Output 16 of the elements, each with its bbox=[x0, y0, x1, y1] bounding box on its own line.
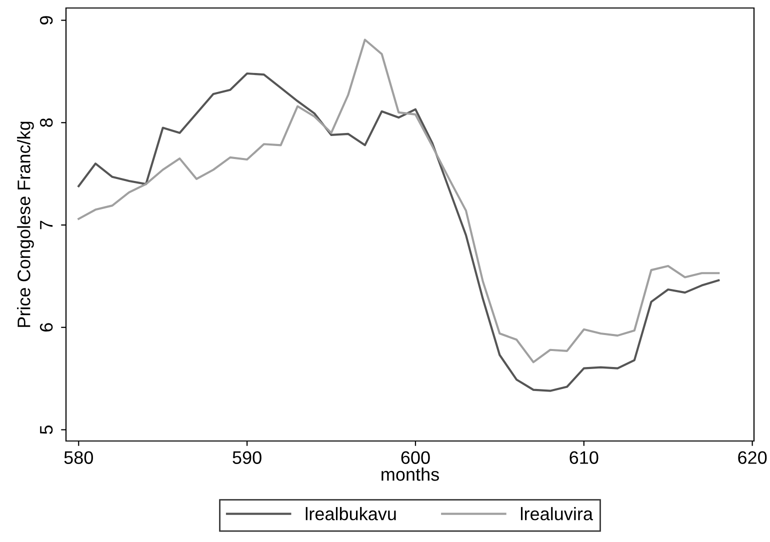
x-tick-label: 590 bbox=[232, 451, 262, 464]
y-tick-label: 9 bbox=[40, 16, 53, 24]
x-tick-label: 600 bbox=[401, 451, 430, 464]
y-axis-title: Price Congolese Franc/kg bbox=[17, 122, 34, 327]
line-series bbox=[78, 72, 720, 392]
line-series bbox=[78, 38, 720, 364]
y-tick-label: 7 bbox=[40, 220, 53, 230]
y-tick-label: 5 bbox=[40, 425, 53, 434]
legend-label: lrealbukavu bbox=[306, 507, 396, 520]
x-tick-label: 580 bbox=[64, 451, 93, 464]
y-tick-label: 6 bbox=[40, 323, 53, 332]
legend-label: lrealuvira bbox=[520, 507, 594, 520]
x-tick-label: 620 bbox=[738, 451, 767, 464]
y-tick-label: 8 bbox=[40, 118, 53, 127]
x-tick-label: 610 bbox=[570, 451, 598, 464]
x-axis-title: months bbox=[382, 468, 439, 481]
